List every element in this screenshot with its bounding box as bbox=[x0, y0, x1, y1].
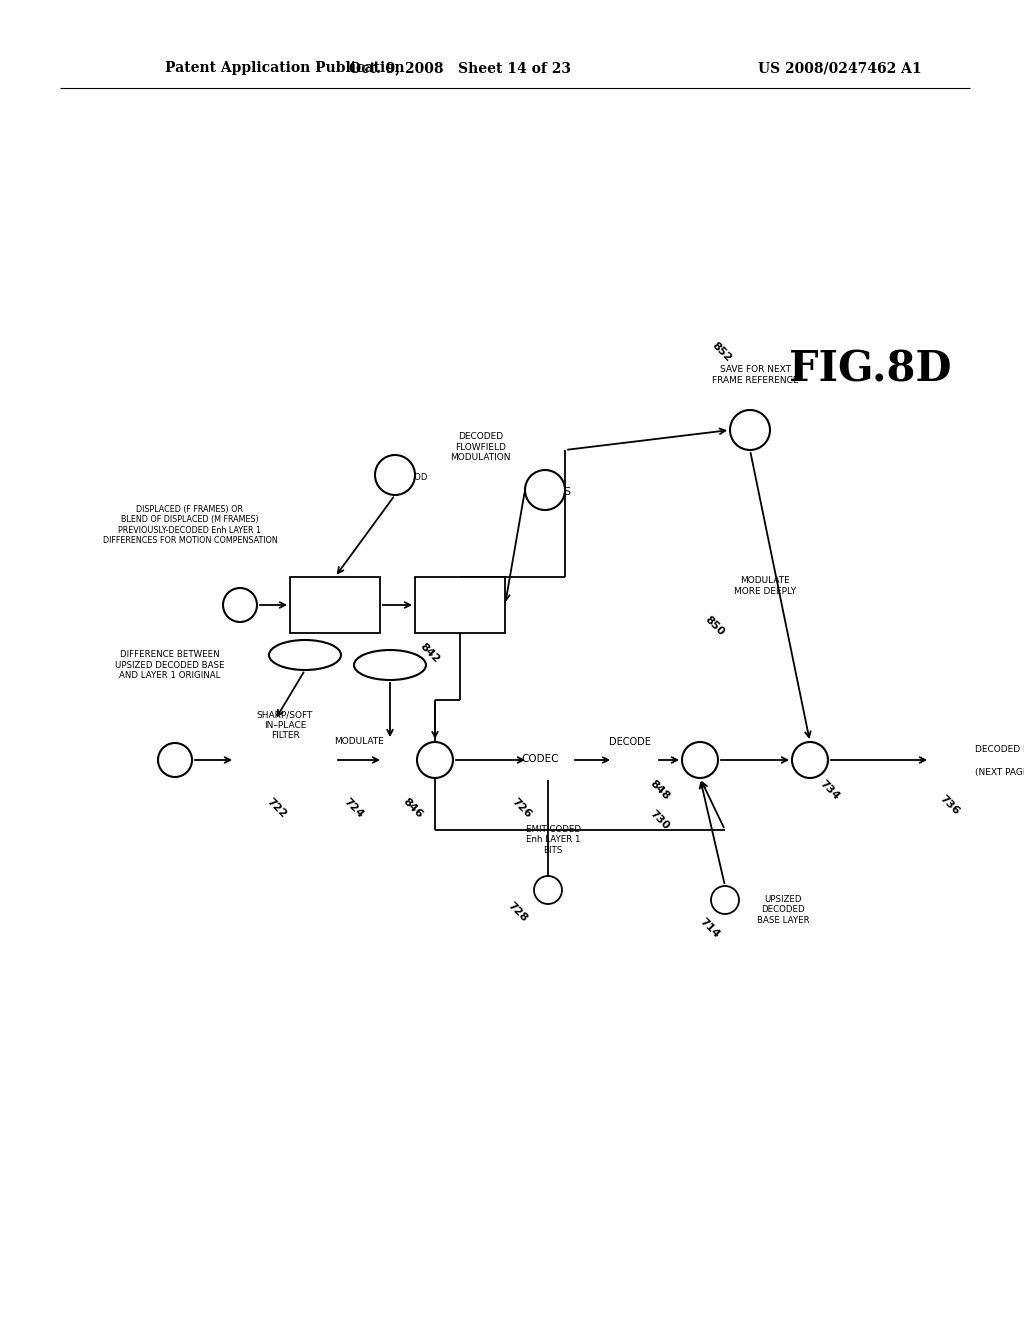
Text: MODULATE
MORE DEEPLY: MODULATE MORE DEEPLY bbox=[734, 577, 796, 595]
Ellipse shape bbox=[792, 742, 828, 777]
Text: SHARP/SOFT
IN-PLACE
FILTER: SHARP/SOFT IN-PLACE FILTER bbox=[432, 590, 488, 620]
Bar bbox=[290, 577, 380, 634]
Text: DECODED Enh LAYER 1: DECODED Enh LAYER 1 bbox=[975, 746, 1024, 755]
Ellipse shape bbox=[269, 640, 341, 671]
Text: 852: 852 bbox=[711, 341, 734, 364]
Bar bbox=[415, 577, 505, 634]
Text: 724: 724 bbox=[342, 796, 366, 820]
Text: CC: CC bbox=[542, 886, 555, 895]
Text: MODULATE: MODULATE bbox=[334, 738, 384, 747]
Circle shape bbox=[375, 455, 415, 495]
Text: 734: 734 bbox=[818, 779, 842, 801]
Text: Patent Application Publication: Patent Application Publication bbox=[165, 61, 404, 75]
Text: SHARP/SOFT
IN–PLACE
FILTER: SHARP/SOFT IN–PLACE FILTER bbox=[257, 710, 313, 741]
Text: FIG.8D: FIG.8D bbox=[788, 348, 951, 391]
Text: MOD: MOD bbox=[407, 473, 427, 482]
Text: 730: 730 bbox=[648, 808, 672, 832]
Text: CCC S: CCC S bbox=[288, 649, 322, 660]
Text: +: + bbox=[689, 748, 711, 772]
Text: S: S bbox=[563, 487, 570, 498]
Text: 736: 736 bbox=[938, 793, 962, 817]
Text: US 2008/0247462 A1: US 2008/0247462 A1 bbox=[758, 61, 922, 75]
Ellipse shape bbox=[417, 742, 453, 777]
Text: C: C bbox=[234, 598, 246, 612]
Text: –: – bbox=[429, 748, 441, 772]
Text: CODEC: CODEC bbox=[521, 754, 559, 764]
Circle shape bbox=[534, 876, 562, 904]
Text: 848: 848 bbox=[648, 779, 672, 801]
Ellipse shape bbox=[354, 649, 426, 680]
Circle shape bbox=[730, 411, 770, 450]
Text: (NEXT PAGE): (NEXT PAGE) bbox=[975, 767, 1024, 776]
Text: 726: 726 bbox=[510, 796, 534, 820]
Circle shape bbox=[158, 743, 193, 777]
Text: 722: 722 bbox=[265, 796, 289, 820]
Text: E: E bbox=[722, 895, 728, 906]
Text: EMIT CODED
Enh LAYER 1
BITS: EMIT CODED Enh LAYER 1 BITS bbox=[525, 825, 581, 855]
Text: IN-PLACE
MODULATE: IN-PLACE MODULATE bbox=[310, 595, 359, 615]
Text: DIFFERENCE BETWEEN
UPSIZED DECODED BASE
AND LAYER 1 ORIGINAL: DIFFERENCE BETWEEN UPSIZED DECODED BASE … bbox=[116, 651, 224, 680]
Text: +: + bbox=[800, 748, 820, 772]
Text: 840: 840 bbox=[293, 642, 316, 665]
Text: C: C bbox=[390, 467, 400, 483]
Ellipse shape bbox=[682, 742, 718, 777]
Circle shape bbox=[525, 470, 565, 510]
Text: CCC M: CCC M bbox=[372, 660, 409, 671]
Text: 714: 714 bbox=[698, 916, 722, 940]
Text: DECODED
FLOWFIELD
MODULATION: DECODED FLOWFIELD MODULATION bbox=[450, 432, 511, 462]
Circle shape bbox=[711, 886, 739, 913]
Text: ⊙: ⊙ bbox=[166, 750, 184, 770]
Text: C: C bbox=[540, 483, 550, 498]
Circle shape bbox=[223, 587, 257, 622]
Text: Oct. 9, 2008   Sheet 14 of 23: Oct. 9, 2008 Sheet 14 of 23 bbox=[349, 61, 571, 75]
Text: 846: 846 bbox=[401, 796, 425, 820]
Text: L: L bbox=[745, 421, 755, 440]
Text: DECODE: DECODE bbox=[609, 737, 651, 747]
Text: DISPLACED (F FRAMES) OR
BLEND OF DISPLACED (M FRAMES)
PREVIOUSLY-DECODED Enh LAY: DISPLACED (F FRAMES) OR BLEND OF DISPLAC… bbox=[102, 504, 278, 545]
Text: UPSIZED
DECODED
BASE LAYER: UPSIZED DECODED BASE LAYER bbox=[757, 895, 810, 925]
Text: 850: 850 bbox=[703, 614, 727, 638]
Text: SAVE FOR NEXT
FRAME REFERENCE: SAVE FOR NEXT FRAME REFERENCE bbox=[712, 366, 799, 384]
Text: 842: 842 bbox=[418, 642, 441, 665]
Text: 728: 728 bbox=[506, 900, 529, 924]
